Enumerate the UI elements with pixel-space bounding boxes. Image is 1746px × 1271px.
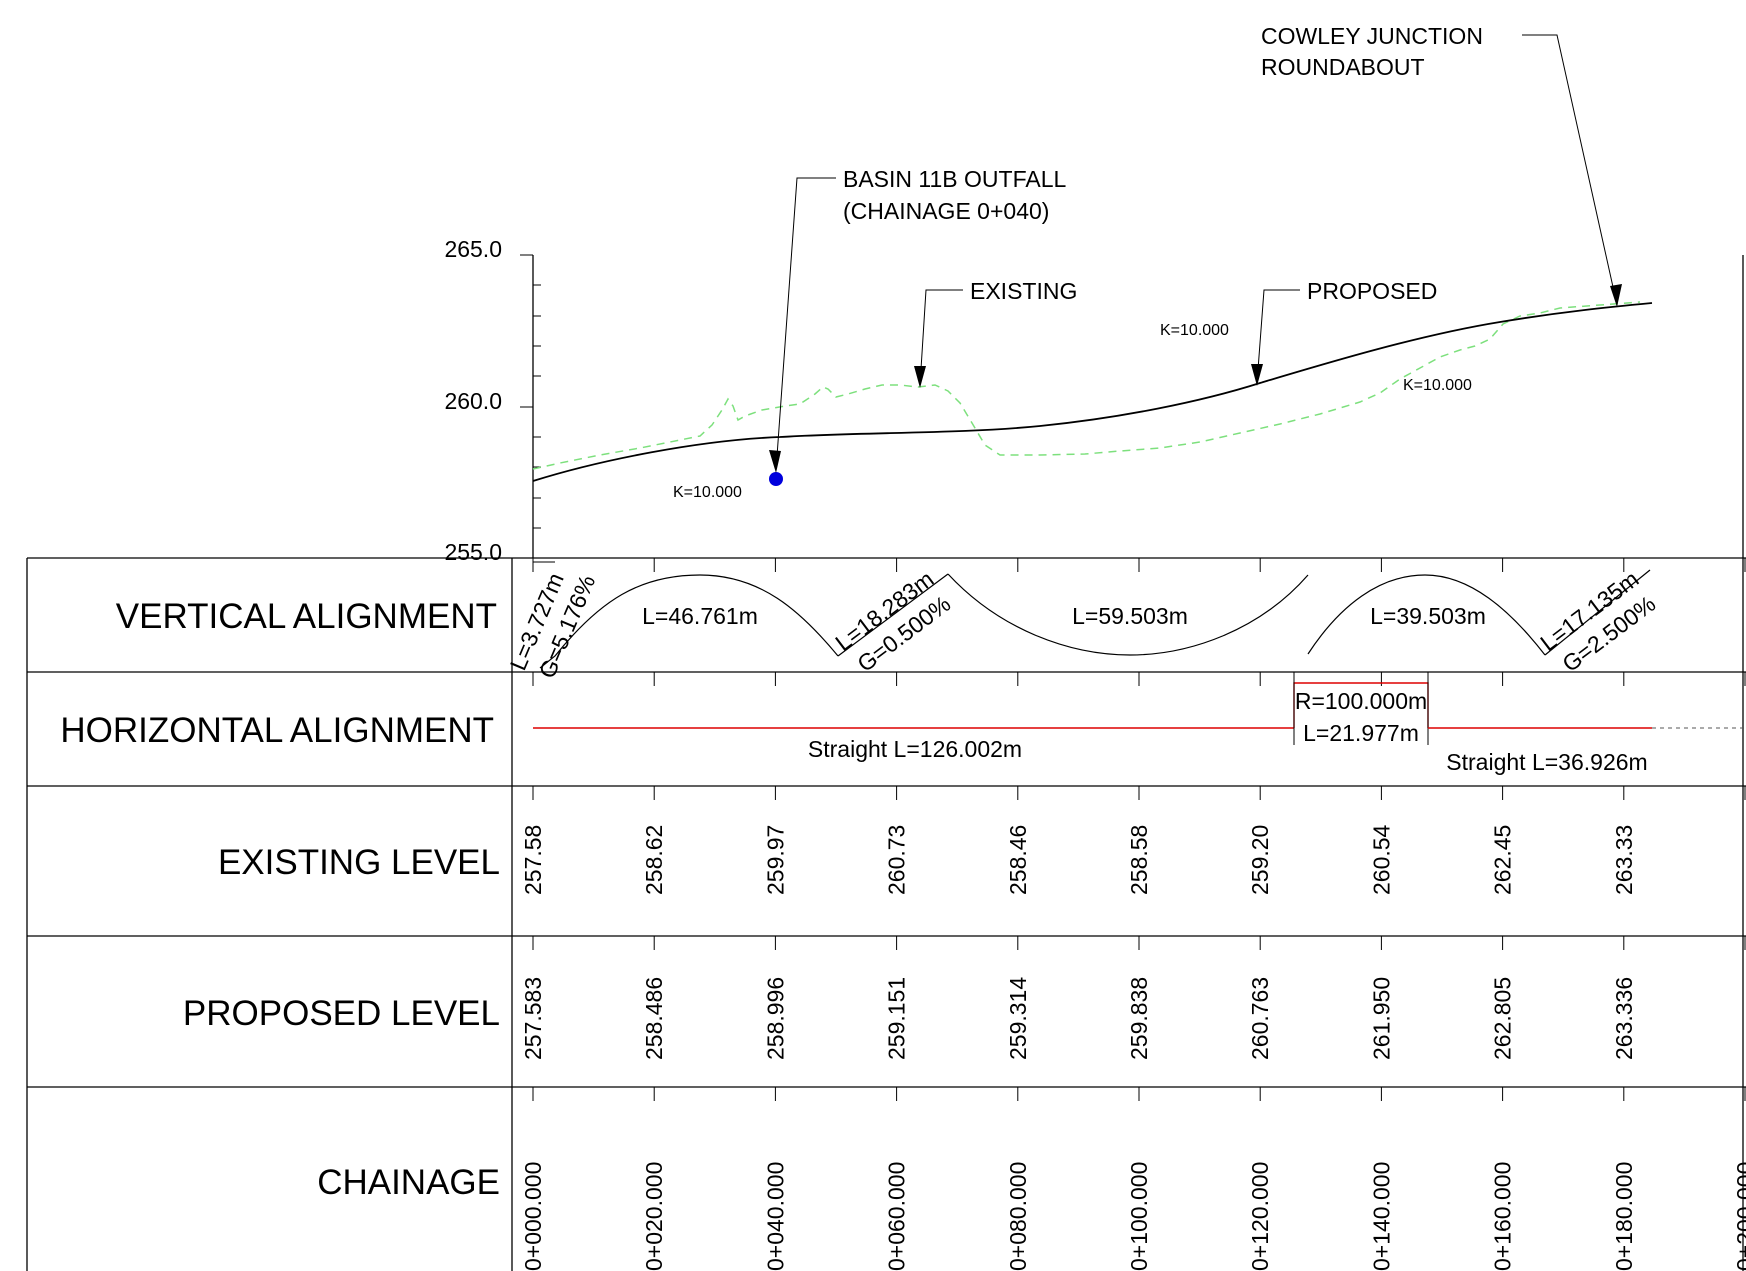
chainage-value: 0+080.000	[1005, 1162, 1031, 1271]
axis-label-260: 260.0	[444, 388, 502, 414]
row-label-vertical-alignment: VERTICAL ALIGNMENT	[116, 597, 497, 636]
proposed-level-value: 257.583	[520, 977, 546, 1060]
callout-basin-line1: BASIN 11B OUTFALL	[843, 166, 1066, 192]
horizontal-alignment-band: Straight L=126.002m R=100.000m L=21.977m…	[533, 672, 1746, 775]
existing-level-value: 263.33	[1611, 825, 1637, 895]
existing-level-values: 257.58 258.62 259.97 260.73 258.46 258.58 259.…	[520, 824, 1637, 895]
chainage-value: 0+180.000	[1611, 1162, 1637, 1271]
proposed-level-value: 259.151	[884, 977, 910, 1060]
vertical-alignment-band: L=3.727m G=5.176% L=46.761m L=18.283m G=…	[505, 561, 1660, 682]
chainage-value: 0+160.000	[1490, 1162, 1516, 1271]
callout-existing: EXISTING	[914, 278, 1077, 388]
existing-level-value: 260.54	[1368, 824, 1394, 895]
axis-label-255: 255.0	[444, 539, 502, 565]
k-value-3: K=10.000	[673, 484, 742, 501]
proposed-level-value: 259.838	[1126, 977, 1152, 1060]
callout-proposed-label: PROPOSED	[1307, 278, 1437, 304]
chainage-value: 0+140.000	[1368, 1162, 1394, 1271]
chainage-value: 0+060.000	[884, 1162, 910, 1271]
chainage-value: 0+100.000	[1126, 1162, 1152, 1271]
basin-outfall-marker	[769, 472, 783, 486]
proposed-level-value: 259.314	[1005, 977, 1031, 1060]
chainage-value: 0+020.000	[641, 1162, 667, 1271]
callout-basin-line2: (CHAINAGE 0+040)	[843, 198, 1049, 224]
callout-proposed: PROPOSED	[1251, 278, 1437, 386]
existing-level-value: 259.20	[1247, 825, 1273, 895]
existing-level-value: 257.58	[520, 825, 546, 895]
row-label-proposed-level: PROPOSED LEVEL	[183, 994, 500, 1033]
callout-roundabout: COWLEY JUNCTION ROUNDABOUT	[1261, 23, 1622, 307]
chainage-value: 0+000.000	[520, 1162, 546, 1271]
profile-axis: 265.0 260.0 255.0	[444, 236, 541, 565]
existing-level-value: 262.45	[1490, 825, 1516, 895]
band-grid	[26, 557, 1746, 1271]
existing-level-value: 258.58	[1126, 825, 1152, 895]
ha-curve-radius: R=100.000m	[1295, 688, 1427, 714]
proposed-level-value: 258.996	[762, 977, 788, 1060]
chainage-value: 0+040.000	[762, 1162, 788, 1271]
proposed-level-line	[532, 302, 1653, 482]
chainage-values: 0+000.000 0+020.000 0+040.000 0+060.000 0+08…	[520, 1162, 1746, 1271]
proposed-level-value: 262.805	[1490, 977, 1516, 1060]
callout-roundabout-line2: ROUNDABOUT	[1261, 54, 1425, 80]
ha-straight2: Straight L=36.926m	[1446, 749, 1647, 775]
existing-level-value: 258.46	[1005, 825, 1031, 895]
callout-existing-label: EXISTING	[970, 278, 1077, 304]
k-value-1: K=10.000	[1160, 322, 1229, 339]
va-curve3-length: L=39.503m	[1370, 603, 1486, 629]
proposed-level-values: 257.583 258.486 258.996 259.151 259.314 259.8…	[520, 977, 1637, 1060]
proposed-level-value: 263.336	[1611, 977, 1637, 1060]
proposed-level-value: 261.950	[1368, 977, 1394, 1060]
existing-level-value: 259.97	[762, 825, 788, 895]
va-curve2-length: L=59.503m	[1072, 603, 1188, 629]
va-curve1-length: L=46.761m	[642, 603, 758, 629]
existing-level-value: 260.73	[884, 825, 910, 895]
chainage-value: 0+200.000	[1732, 1162, 1746, 1271]
axis-label-265: 265.0	[444, 236, 502, 262]
station-ticks	[532, 558, 1746, 1101]
chainage-value: 0+120.000	[1247, 1162, 1273, 1271]
proposed-level-value: 260.763	[1247, 977, 1273, 1060]
k-value-2: K=10.000	[1403, 377, 1472, 394]
proposed-level-value: 258.486	[641, 977, 667, 1060]
callout-basin: BASIN 11B OUTFALL (CHAINAGE 0+040)	[769, 166, 1066, 473]
ha-curve-length: L=21.977m	[1303, 720, 1419, 746]
ha-straight1: Straight L=126.002m	[808, 736, 1022, 762]
callout-roundabout-line1: COWLEY JUNCTION	[1261, 23, 1483, 49]
existing-level-value: 258.62	[641, 825, 667, 895]
row-label-existing-level: EXISTING LEVEL	[218, 843, 500, 882]
row-label-horizontal-alignment: HORIZONTAL ALIGNMENT	[60, 711, 494, 750]
row-label-chainage: CHAINAGE	[317, 1163, 500, 1202]
